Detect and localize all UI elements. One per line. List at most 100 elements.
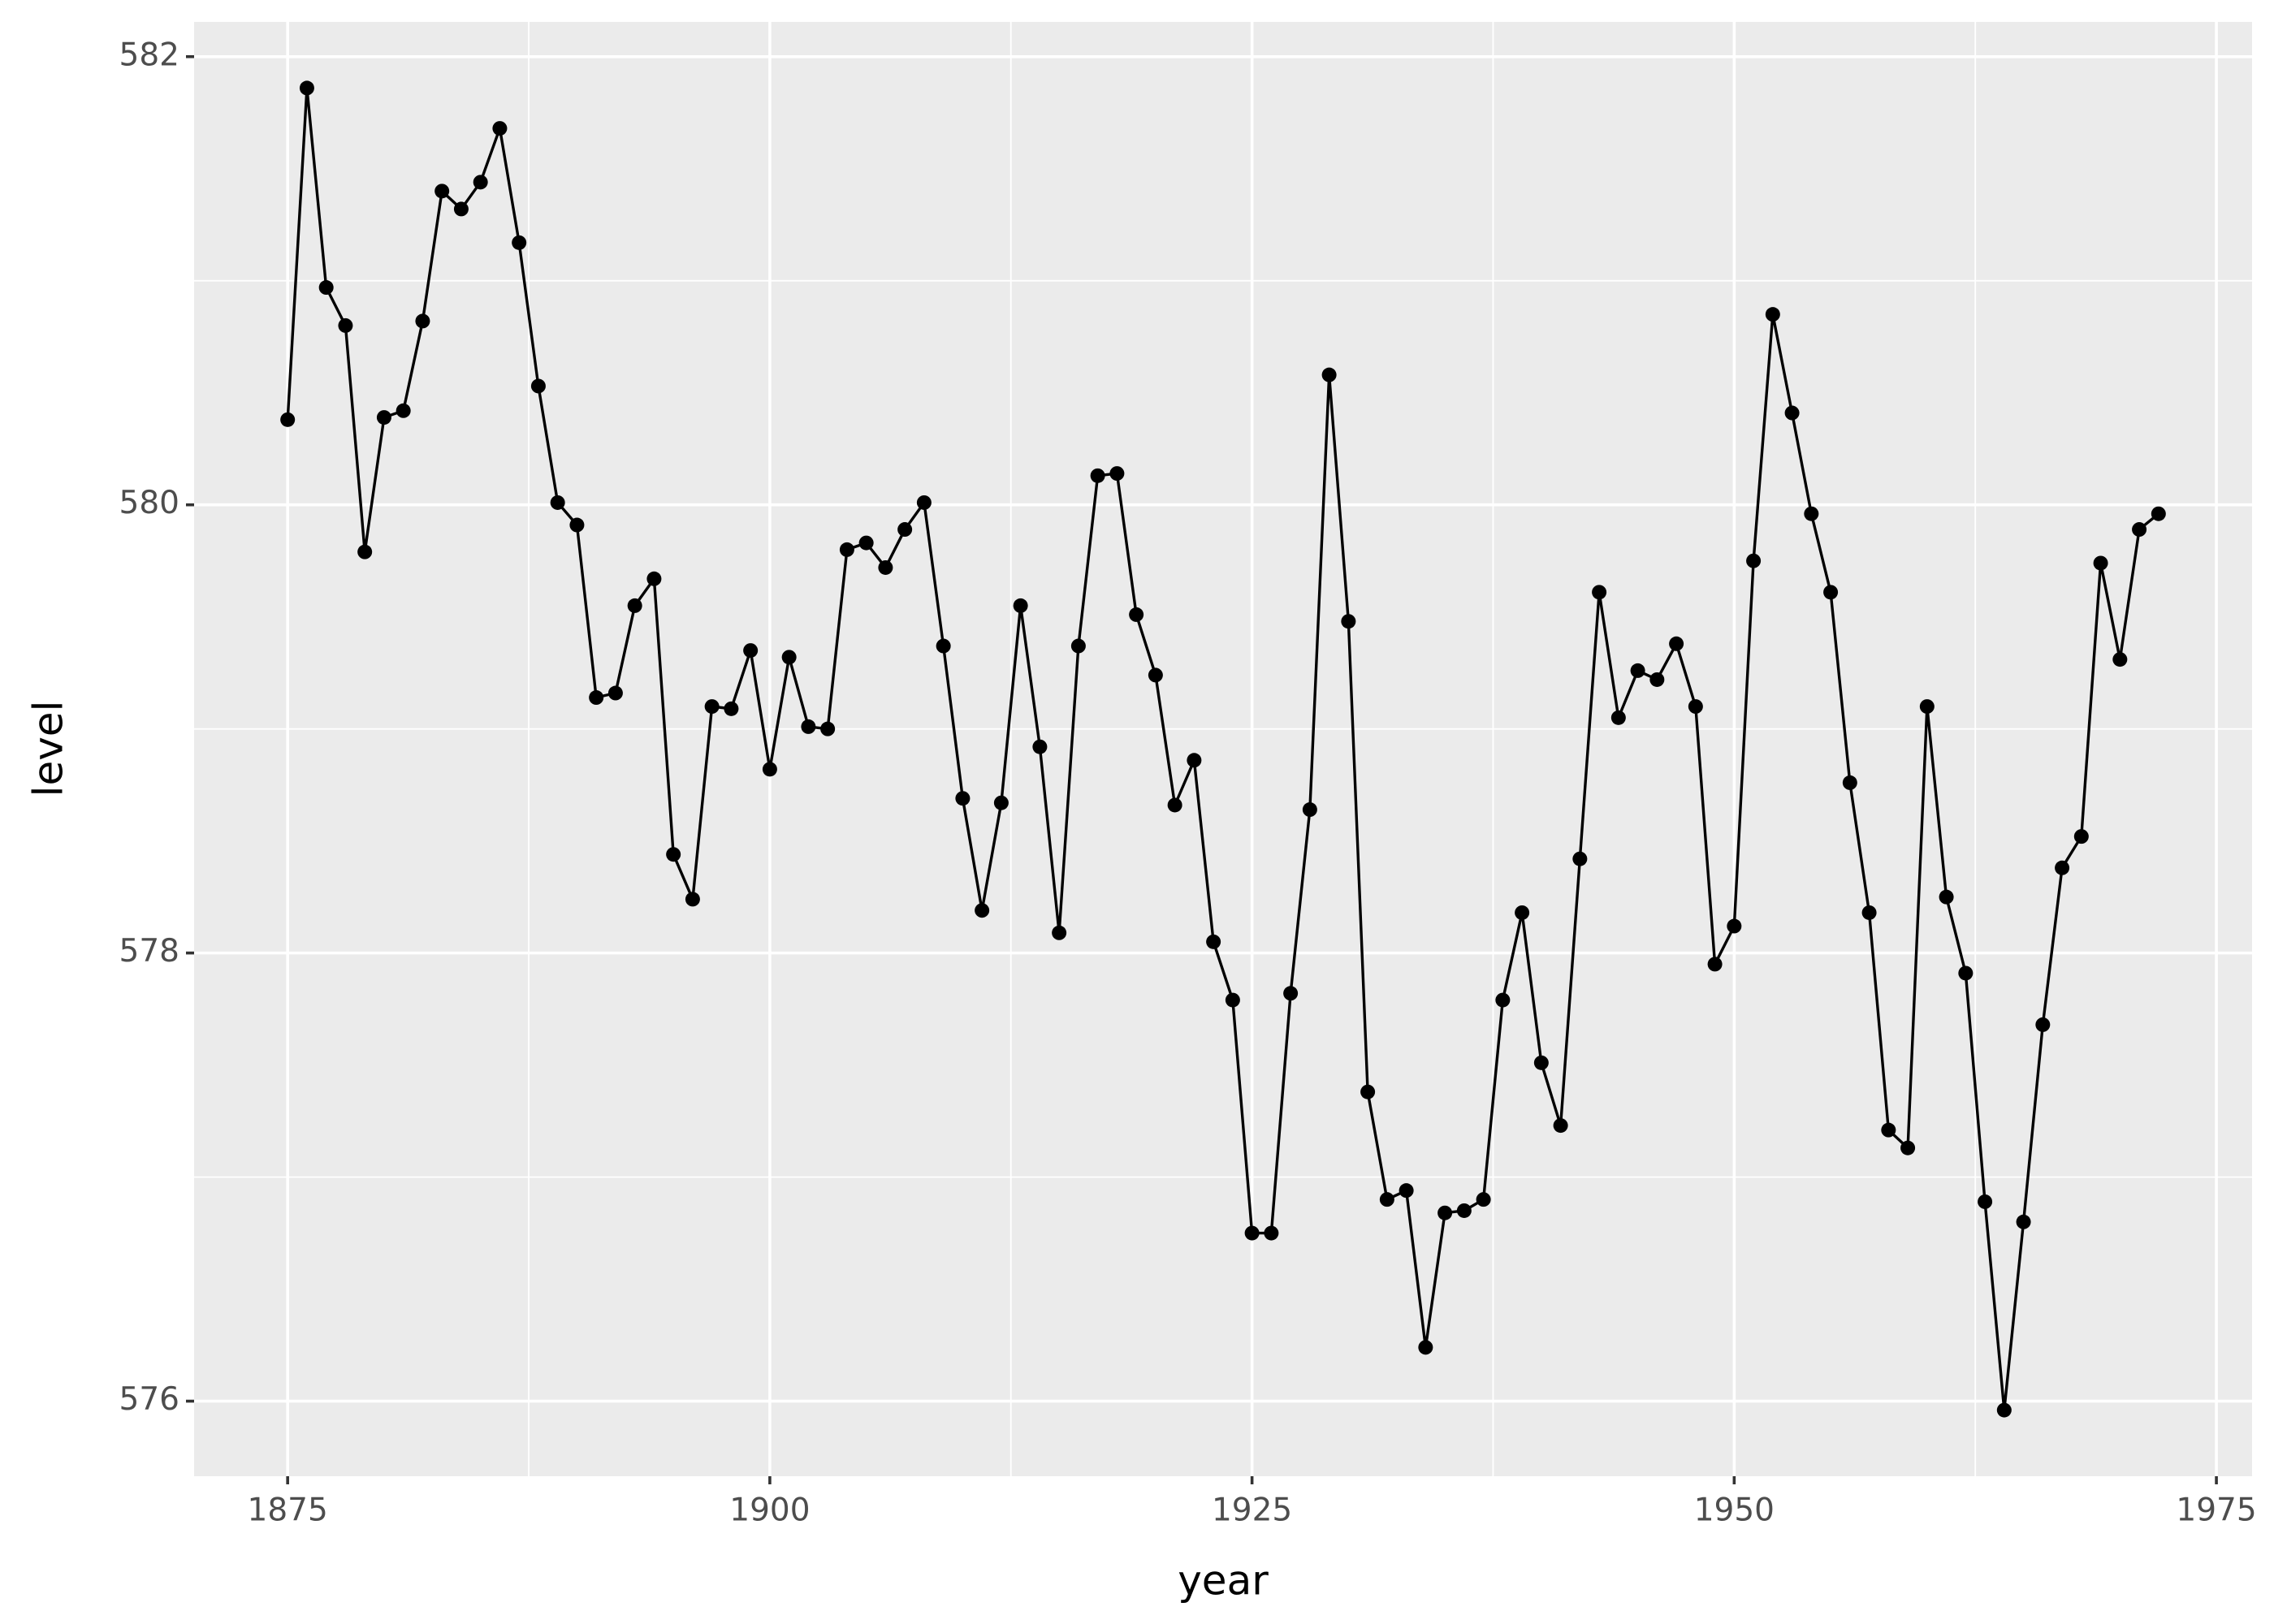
data-point bbox=[1978, 1194, 1993, 1209]
data-point bbox=[1630, 663, 1645, 678]
data-point bbox=[1399, 1183, 1414, 1199]
data-point bbox=[2151, 506, 2166, 521]
data-point bbox=[685, 892, 700, 907]
data-point bbox=[1649, 672, 1665, 687]
data-point bbox=[1610, 710, 1626, 725]
data-point bbox=[1881, 1122, 1896, 1138]
data-point bbox=[1784, 405, 1800, 421]
data-point bbox=[1688, 699, 1703, 715]
y-tick-label: 576 bbox=[119, 1381, 179, 1418]
data-point bbox=[1341, 614, 1356, 629]
data-point bbox=[1476, 1192, 1491, 1207]
data-point bbox=[492, 121, 508, 136]
data-point bbox=[1515, 905, 1530, 920]
data-point bbox=[2093, 555, 2108, 571]
y-tick-label: 580 bbox=[119, 485, 179, 521]
data-point bbox=[1823, 585, 1839, 600]
data-point bbox=[473, 175, 488, 190]
y-axis-title: level bbox=[25, 701, 72, 797]
data-point bbox=[627, 598, 642, 613]
data-point bbox=[1379, 1192, 1394, 1207]
data-point bbox=[415, 313, 430, 329]
y-tick-label: 582 bbox=[119, 37, 179, 73]
data-point bbox=[376, 410, 391, 425]
data-point bbox=[1437, 1205, 1453, 1220]
data-point bbox=[318, 280, 334, 296]
x-tick-label: 1900 bbox=[729, 1492, 810, 1529]
data-point bbox=[1264, 1225, 1279, 1241]
data-point bbox=[878, 559, 893, 575]
data-point bbox=[839, 542, 854, 557]
data-point bbox=[1533, 1055, 1549, 1070]
data-point bbox=[453, 201, 469, 217]
data-point bbox=[299, 80, 314, 96]
data-point bbox=[1553, 1118, 1568, 1134]
data-point bbox=[1804, 506, 1819, 521]
data-point bbox=[1148, 667, 1163, 683]
data-point bbox=[607, 685, 623, 701]
data-point bbox=[550, 495, 565, 510]
y-tick-label: 578 bbox=[119, 933, 179, 970]
data-point bbox=[357, 544, 373, 559]
x-tick-label: 1975 bbox=[2176, 1492, 2256, 1529]
data-point bbox=[1939, 889, 1954, 905]
data-point bbox=[1996, 1402, 2012, 1418]
data-point bbox=[530, 378, 546, 394]
plot-panel bbox=[194, 22, 2252, 1476]
data-point bbox=[2016, 1214, 2031, 1229]
x-tick-label: 1950 bbox=[1694, 1492, 1775, 1529]
data-point bbox=[1360, 1084, 1376, 1099]
data-point bbox=[666, 847, 681, 862]
data-point bbox=[1225, 992, 1240, 1008]
data-point bbox=[1495, 992, 1511, 1008]
data-point bbox=[589, 690, 604, 706]
data-point bbox=[897, 522, 913, 538]
data-point bbox=[1090, 468, 1105, 483]
data-point bbox=[820, 721, 836, 736]
data-point bbox=[1900, 1140, 1916, 1155]
data-point bbox=[1321, 367, 1337, 382]
data-point bbox=[1958, 965, 1974, 981]
data-point bbox=[1109, 466, 1125, 482]
data-point bbox=[743, 643, 759, 659]
data-point bbox=[1572, 851, 1588, 866]
data-point bbox=[1592, 585, 1607, 600]
data-point bbox=[1919, 699, 1935, 715]
data-point bbox=[434, 184, 450, 199]
data-point bbox=[1727, 918, 1742, 934]
data-point bbox=[1187, 753, 1202, 768]
data-point bbox=[396, 403, 411, 418]
data-point bbox=[1456, 1203, 1472, 1218]
data-point bbox=[1765, 307, 1780, 322]
data-point bbox=[1013, 598, 1028, 613]
data-point bbox=[762, 762, 777, 777]
data-point bbox=[1842, 775, 1857, 790]
data-point bbox=[724, 701, 739, 716]
data-point bbox=[1669, 636, 1684, 651]
data-point bbox=[781, 650, 797, 665]
data-point bbox=[2035, 1017, 2051, 1032]
x-tick-label: 1875 bbox=[248, 1492, 328, 1529]
x-axis-title: year bbox=[1178, 1557, 1269, 1605]
data-point bbox=[955, 791, 971, 806]
data-point bbox=[512, 235, 527, 250]
data-point bbox=[936, 638, 951, 654]
data-point bbox=[1070, 638, 1086, 654]
x-tick-label: 1925 bbox=[1212, 1492, 1292, 1529]
data-point bbox=[858, 535, 874, 551]
data-point bbox=[1418, 1340, 1433, 1355]
data-point bbox=[1052, 925, 1067, 940]
data-point bbox=[1861, 905, 1877, 920]
data-point bbox=[916, 495, 932, 510]
data-point bbox=[993, 795, 1009, 810]
data-point bbox=[801, 719, 816, 734]
data-point bbox=[646, 571, 662, 586]
data-point bbox=[2132, 522, 2147, 538]
data-point bbox=[1129, 607, 1144, 622]
data-point bbox=[2112, 652, 2128, 667]
data-point bbox=[569, 517, 585, 533]
data-point bbox=[1302, 802, 1317, 818]
data-point bbox=[1167, 797, 1182, 813]
